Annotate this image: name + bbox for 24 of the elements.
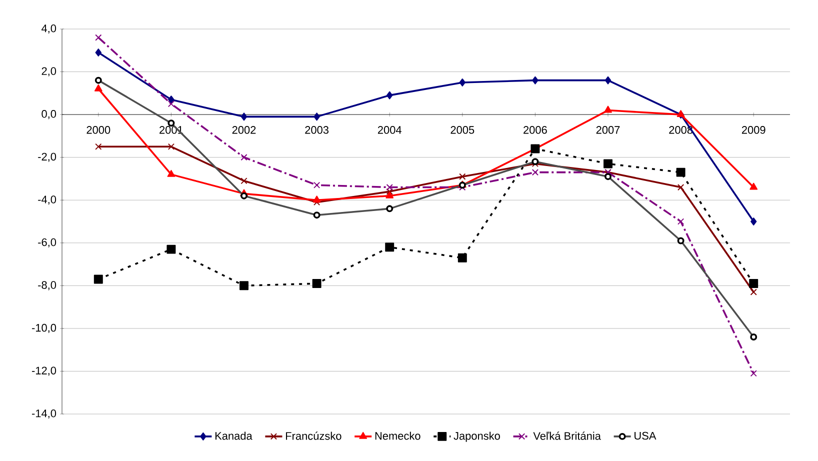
y-tick-label: -10,0 xyxy=(32,324,56,333)
y-tick-label: -4,0 xyxy=(38,196,56,205)
legend-label: Francúzsko xyxy=(286,432,342,440)
y-tick-label: -14,0 xyxy=(32,409,56,419)
y-tick-label: -6,0 xyxy=(38,238,56,248)
legend-label: Kanada xyxy=(215,432,252,440)
y-tick-label: 2,0 xyxy=(42,67,56,76)
legend-label: USA xyxy=(634,432,656,440)
y-tick-label: 4,0 xyxy=(42,24,56,34)
x-tick-label: 2006 xyxy=(524,126,547,134)
x-tick-label: 2009 xyxy=(742,126,766,134)
y-tick-label: -12,0 xyxy=(32,366,56,376)
x-tick-label: 2007 xyxy=(596,126,620,134)
x-tick-label: 2003 xyxy=(305,126,328,134)
legend-label: Japonsko xyxy=(454,432,500,442)
y-tick-label: 0,0 xyxy=(42,110,56,120)
legend-label: Nemecko xyxy=(375,432,420,440)
x-tick-label: 2002 xyxy=(232,126,256,134)
x-tick-label: 2005 xyxy=(450,126,474,134)
x-tick-label: 2000 xyxy=(86,126,110,134)
legend-label: Veľká Británia xyxy=(533,432,601,440)
x-tick-label: 2004 xyxy=(378,126,402,134)
y-tick-label: -2,0 xyxy=(38,152,56,162)
y-tick-label: -8,0 xyxy=(38,281,56,290)
